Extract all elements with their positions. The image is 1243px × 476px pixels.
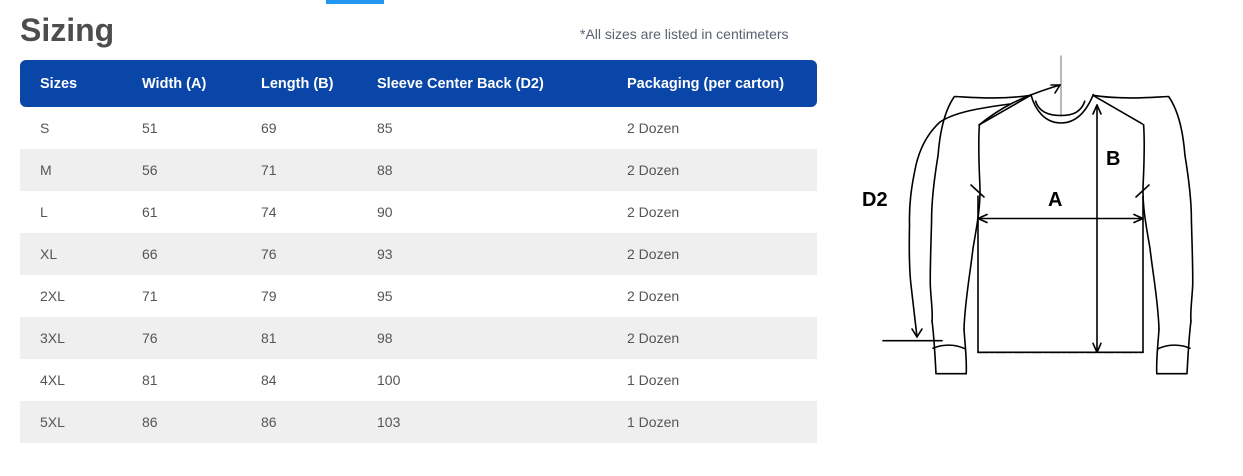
- svg-text:B: B: [1106, 148, 1120, 170]
- svg-text:D2: D2: [862, 189, 888, 211]
- svg-text:A: A: [1048, 189, 1062, 211]
